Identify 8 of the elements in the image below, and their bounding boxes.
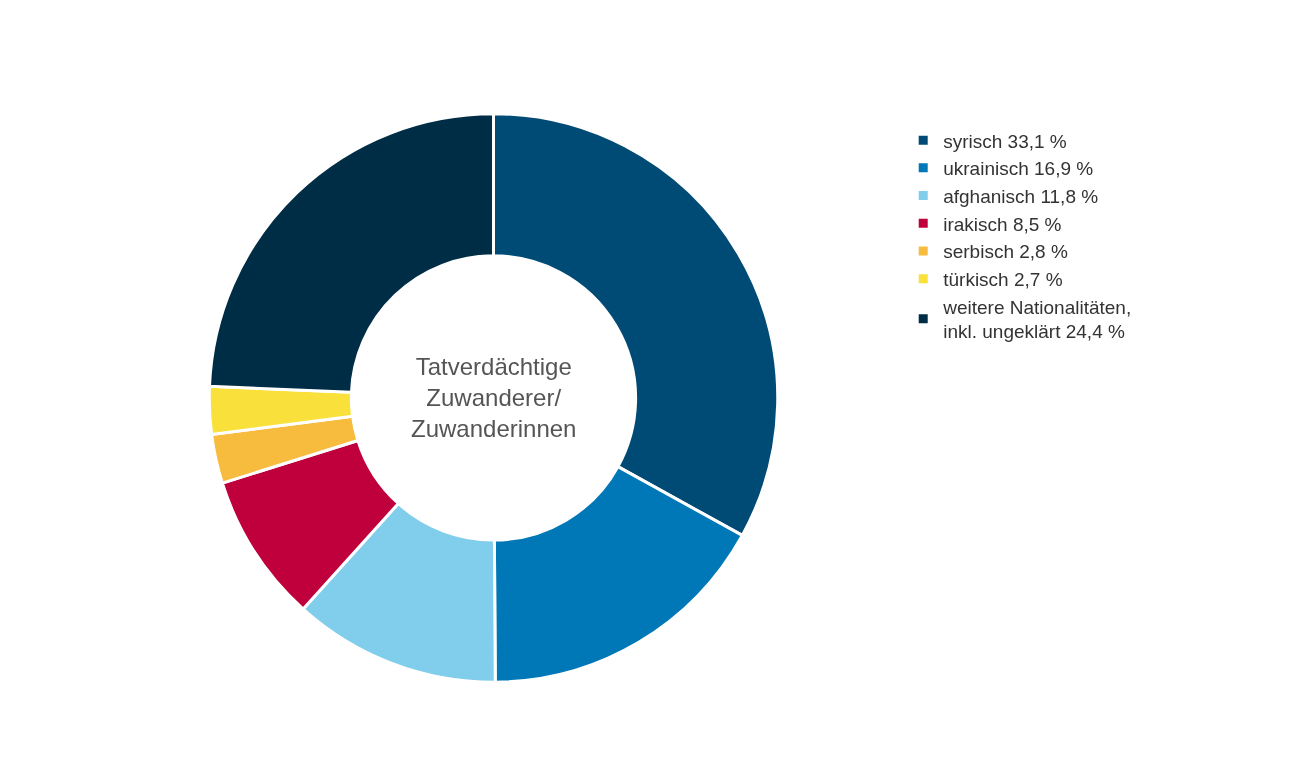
legend-label: ukrainisch 16,9 % xyxy=(943,158,1094,180)
legend-label: weitere Nationalitäten, inkl. ungeklärt 24,4 % xyxy=(942,296,1132,343)
legend-label: syrisch 33,1 % xyxy=(943,130,1067,152)
legend-label: afghanisch 11,8 % xyxy=(943,185,1099,207)
legend-label: irakisch 8,5 % xyxy=(943,213,1062,235)
text: Tatverdächtige Zuwanderer/ Zuwanderinnen xyxy=(411,353,577,443)
legend-label: türkisch 2,7 % xyxy=(943,269,1063,291)
legend-label: serbisch 2,8 % xyxy=(943,241,1068,263)
